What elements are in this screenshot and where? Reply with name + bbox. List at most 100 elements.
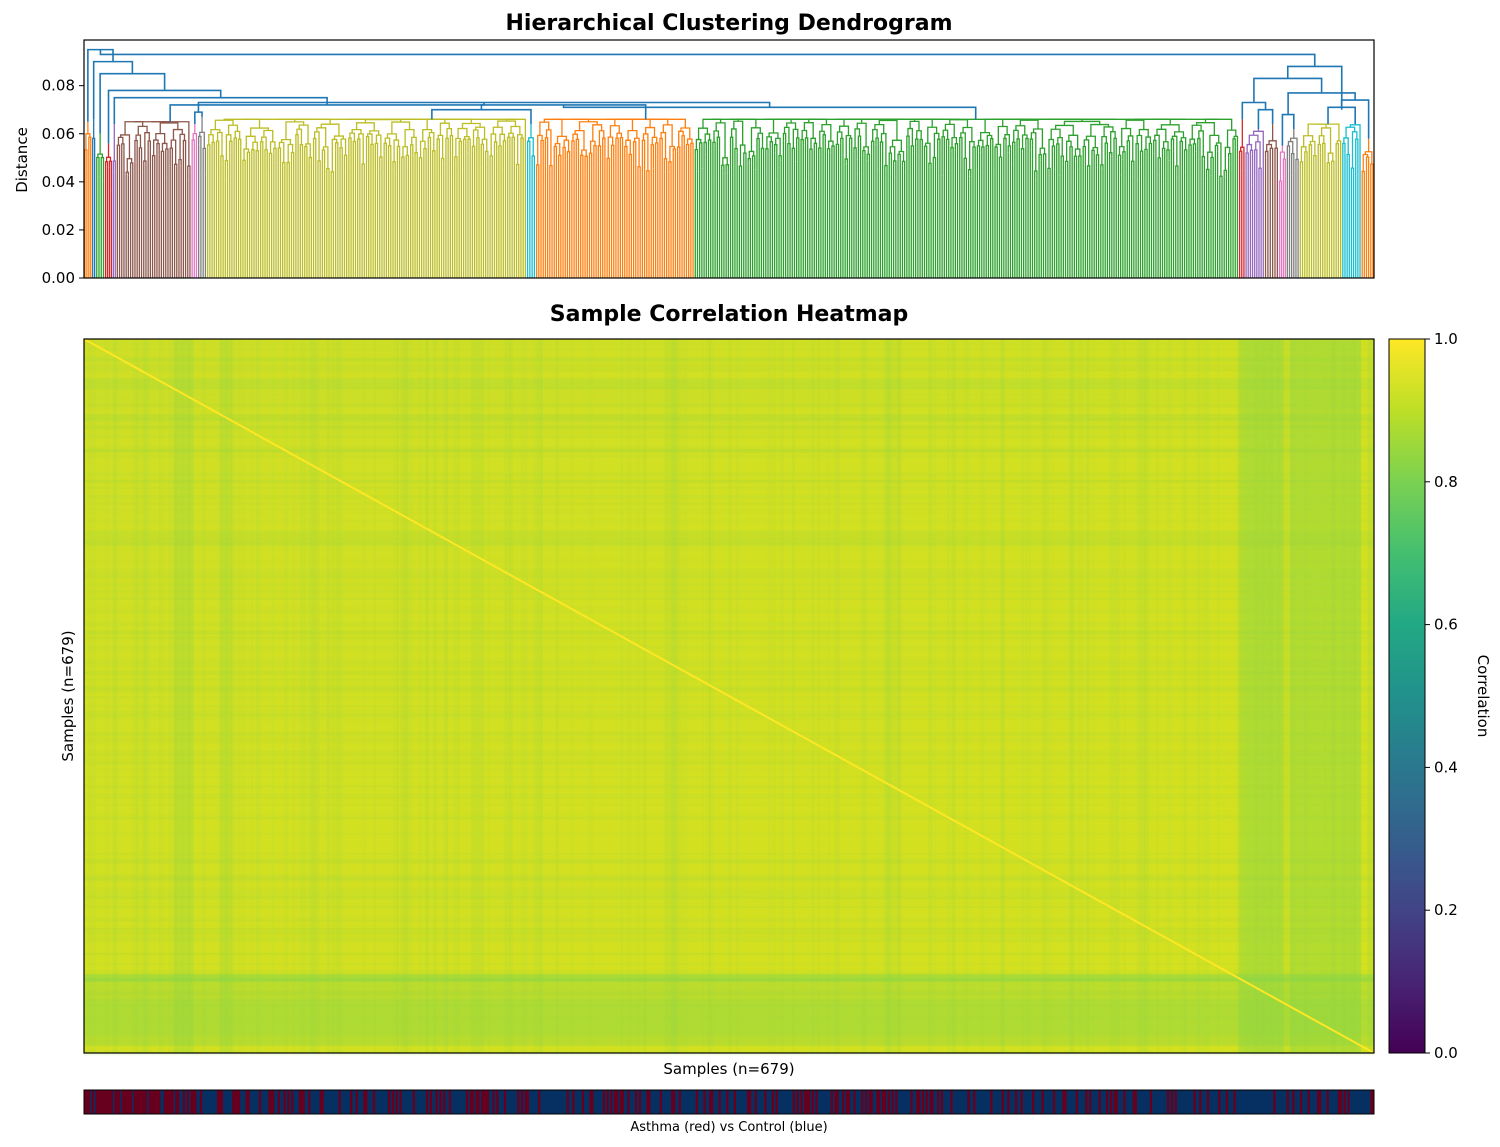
annotation-asthma-sample <box>834 1090 837 1114</box>
heatmap-column-streak <box>300 339 307 1053</box>
dendrogram-cluster <box>116 121 191 278</box>
dendrogram-link <box>1204 118 1233 131</box>
dendrogram-link <box>598 130 605 146</box>
annotation-asthma-sample <box>775 1090 778 1114</box>
dendrogram-link <box>549 164 553 177</box>
annotation-asthma-sample <box>169 1090 172 1114</box>
annotation-asthma-sample <box>703 1090 706 1114</box>
annotation-asthma-sample <box>1343 1090 1346 1114</box>
dendrogram-link <box>1365 156 1370 160</box>
dendrogram-link <box>562 146 566 162</box>
dendrogram-link <box>810 137 817 150</box>
dendrogram-link <box>1345 126 1356 138</box>
heatmap-row-streak <box>84 387 1374 391</box>
annotation-asthma-sample <box>101 1090 104 1114</box>
annotation-asthma-sample <box>237 1090 241 1114</box>
heatmap-column-streak <box>885 339 890 1053</box>
heatmap-column-streak <box>1044 339 1050 1053</box>
heatmap-column-streak <box>951 339 957 1053</box>
annotation-asthma-sample <box>144 1090 148 1114</box>
annotation-asthma-sample <box>503 1090 507 1114</box>
dendrogram-link <box>386 133 397 141</box>
heatmap-row-streak <box>84 446 1374 451</box>
heatmap-row-streak <box>84 358 1374 363</box>
dendrogram-link <box>1144 148 1148 178</box>
dendrogram-link <box>411 136 417 153</box>
annotation-asthma-sample <box>435 1090 438 1114</box>
heatmap-row-streak <box>84 875 1374 880</box>
dendrogram-link <box>437 134 444 159</box>
dendrogram-link <box>1048 138 1055 169</box>
heatmap-row-streak <box>84 750 1374 754</box>
heatmap-column-streak <box>1277 339 1280 1053</box>
dendrogram-upper-link <box>113 96 328 125</box>
dendrogram-link <box>422 128 433 142</box>
dendrogram-link <box>704 133 711 143</box>
dendrogram-link <box>105 156 112 162</box>
annotation-asthma-sample <box>106 1090 110 1114</box>
dendrogram-link <box>528 137 534 157</box>
annotation-asthma-sample <box>429 1090 433 1114</box>
annotation-asthma-sample <box>104 1090 108 1114</box>
heatmap-column-streak <box>1143 339 1150 1053</box>
heatmap-column-streak <box>1042 339 1047 1053</box>
dendrogram-link <box>143 160 147 173</box>
dendrogram-cluster <box>1245 128 1264 278</box>
heatmap-column-streak <box>400 339 405 1053</box>
heatmap-row-streak <box>84 928 1374 930</box>
dendrogram-link <box>156 143 160 155</box>
dendrogram-link <box>312 137 317 175</box>
annotation-asthma-sample <box>1326 1090 1329 1114</box>
heatmap-row-streak <box>84 930 1374 935</box>
annotation-asthma-sample <box>1318 1090 1322 1114</box>
dendrogram-link <box>1303 135 1314 147</box>
heatmap-column-streak <box>1331 339 1337 1053</box>
heatmap-column-streak <box>521 339 523 1053</box>
dendrogram-link <box>296 128 303 145</box>
heatmap-column-band <box>1245 339 1362 1053</box>
dendrogram-link <box>756 137 760 170</box>
dendrogram-link <box>1034 170 1038 180</box>
annotation-asthma-sample <box>733 1090 737 1114</box>
heatmap-row-streak <box>84 568 1374 574</box>
dendrogram-link <box>1349 124 1361 180</box>
dendrogram-upper-link <box>431 108 532 125</box>
heatmap-row-streak <box>84 486 1374 490</box>
heatmap-column-streak <box>1181 339 1186 1053</box>
dendrogram-link <box>207 144 211 163</box>
annotation-asthma-sample <box>672 1090 676 1114</box>
dendrogram-cluster <box>1361 138 1374 278</box>
dendrogram-link <box>348 137 352 168</box>
annotation-asthma-sample <box>747 1090 750 1114</box>
heatmap-row-streak <box>84 925 1374 929</box>
dendrogram-link <box>135 134 142 148</box>
dendrogram-link <box>286 161 290 171</box>
annotation-asthma-sample <box>1370 1090 1373 1114</box>
heatmap-column-streak <box>1184 339 1188 1053</box>
heatmap-row-streak <box>84 760 1374 765</box>
heatmap-row-streak <box>84 534 1374 538</box>
dendrogram-link <box>729 136 734 167</box>
dendrogram-link <box>907 127 914 146</box>
heatmap-column-streak <box>1025 339 1029 1053</box>
heatmap-column-streak <box>1196 339 1200 1053</box>
heatmap-row-streak <box>84 541 1374 547</box>
annotation-asthma-sample <box>804 1090 807 1114</box>
dendrogram-link <box>1209 134 1220 153</box>
annotation-asthma-sample <box>1106 1090 1109 1114</box>
heatmap-column-streak <box>1348 339 1355 1053</box>
dendrogram-link <box>1192 143 1197 155</box>
dendrogram-link <box>461 122 481 129</box>
dendrogram-link <box>1232 138 1236 152</box>
heatmap-column-streak <box>1267 339 1273 1053</box>
heatmap-column-streak <box>453 339 460 1053</box>
dendrogram-link <box>1019 119 1039 130</box>
annotation-asthma-sample <box>85 1090 89 1114</box>
dendrogram-link <box>575 138 580 151</box>
heatmap-column-streak <box>1086 339 1089 1053</box>
dendrogram-y-axis: 0.00 0.02 0.04 0.06 0.08 <box>42 77 84 287</box>
heatmap-column-streak <box>735 339 740 1053</box>
dendrogram-link <box>1054 124 1074 136</box>
dendrogram-link <box>1125 119 1145 130</box>
heatmap-column-streak <box>676 339 680 1053</box>
